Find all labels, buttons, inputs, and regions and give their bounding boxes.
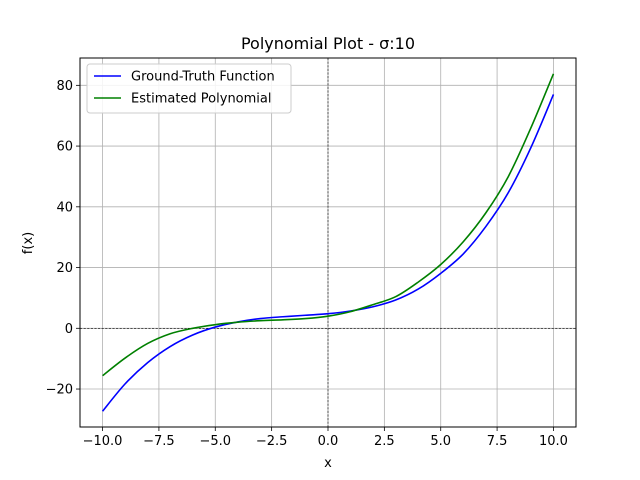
y-ticks: −20 0 20 40 60 80 — [46, 79, 80, 398]
x-tick-label: 7.5 — [487, 434, 508, 449]
x-tick-label: 10.0 — [539, 434, 568, 449]
x-axis-label: x — [324, 456, 332, 471]
series-line-ground-truth-function — [101, 94, 555, 412]
y-tick-label: 20 — [56, 261, 73, 276]
y-tick-label: 0 — [65, 322, 73, 337]
legend-label: Estimated Polynomial — [131, 92, 272, 107]
x-tick-label: −2.5 — [256, 434, 288, 449]
series-layer — [101, 73, 555, 412]
y-tick-label: 40 — [56, 200, 73, 215]
y-tick-label: 60 — [56, 140, 73, 155]
series-line-estimated-polynomial — [102, 73, 555, 377]
x-tick-label: −10.0 — [83, 434, 123, 449]
chart-title: Polynomial Plot - σ:10 — [241, 34, 415, 53]
zero-lines — [80, 58, 576, 427]
legend-box — [86, 63, 292, 114]
y-axis-label: f(x) — [21, 232, 36, 254]
x-tick-label: −7.5 — [143, 434, 175, 449]
y-tick-label: 80 — [56, 79, 73, 94]
y-tick-label: −20 — [46, 383, 73, 398]
x-ticks: −10.0 −7.5 −5.0 −2.5 0.0 2.5 5.0 7.5 10.0 — [83, 427, 568, 449]
x-tick-label: −5.0 — [199, 434, 231, 449]
legend: Ground-Truth Function Estimated Polynomia… — [86, 63, 292, 114]
x-tick-label: 5.0 — [430, 434, 451, 449]
x-tick-label: 0.0 — [318, 434, 339, 449]
x-tick-label: 2.5 — [374, 434, 395, 449]
legend-label: Ground-Truth Function — [131, 70, 275, 85]
